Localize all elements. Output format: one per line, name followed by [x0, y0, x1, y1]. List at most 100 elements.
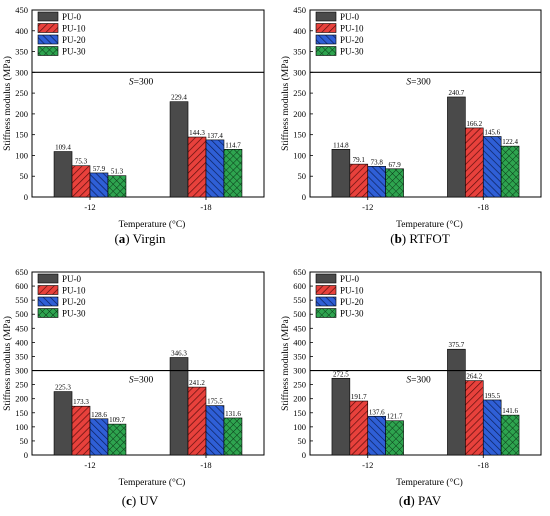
y-tick-label: 50	[20, 436, 29, 446]
bar-pu-0--18	[169, 357, 189, 456]
y-tick-label: 200	[293, 394, 306, 404]
y-tick-label: 500	[293, 309, 306, 319]
bar-pu-0--12	[53, 391, 73, 456]
legend-swatch-pu-0	[315, 273, 337, 284]
bar-value-label: 241.2	[189, 379, 205, 387]
y-tick-label: 150	[15, 130, 28, 140]
bar-value-label: 240.7	[449, 89, 465, 97]
panel-caption: (d) PAV	[399, 493, 442, 508]
bar-value-label: 109.7	[109, 416, 125, 424]
bar-pu-30--18	[500, 414, 520, 456]
legend-swatch-pu-0	[315, 11, 337, 22]
legend-label-pu-10: PU-10	[340, 24, 364, 34]
y-tick-label: 200	[293, 109, 306, 119]
x-tick-label: -12	[362, 202, 373, 212]
x-tick-label: -12	[84, 460, 95, 470]
panel-caption: (a) Virgin	[114, 231, 166, 246]
reference-line-label: S=300	[406, 77, 431, 87]
bar-value-label: 131.6	[225, 410, 241, 418]
legend-label-pu-20: PU-20	[62, 297, 86, 307]
y-axis-label: Stiffness modulus (MPa)	[2, 56, 13, 151]
bar-pu-20--12	[367, 166, 386, 198]
legend-swatch-pu-0	[37, 11, 59, 22]
bar-value-label: 114.7	[225, 141, 241, 149]
y-tick-label: 600	[293, 281, 306, 291]
bar-pu-10--18	[187, 386, 207, 456]
legend-label-pu-30: PU-30	[340, 47, 364, 57]
reference-line-label: S=300	[129, 376, 154, 386]
legend-label-pu-10: PU-10	[340, 286, 364, 296]
y-tick-label: 250	[15, 88, 28, 98]
bar-pu-0--12	[331, 148, 351, 198]
bar-pu-30--18	[500, 145, 520, 198]
legend-label-pu-20: PU-20	[340, 35, 364, 45]
y-tick-label: 300	[15, 366, 28, 376]
bar-pu-10--18	[187, 136, 207, 198]
y-tick-label: 650	[293, 267, 306, 277]
x-tick-label: -18	[200, 202, 211, 212]
y-tick-label: 100	[15, 150, 28, 160]
y-tick-label: 500	[15, 309, 28, 319]
bar-value-label: 128.6	[91, 411, 107, 419]
plot-frame	[31, 271, 265, 456]
y-tick-label: 0	[302, 450, 306, 460]
legend-label-pu-10: PU-10	[62, 24, 86, 34]
bar-value-label: 141.6	[502, 407, 518, 415]
y-tick-label: 450	[293, 5, 306, 15]
bar-value-label: 137.6	[369, 408, 385, 416]
chart-panel-d: 0 50 100 150 200 250 300 350 400 450 500 550 600 650 S…	[280, 267, 542, 508]
bar-value-label: 191.7	[351, 393, 367, 401]
y-tick-label: 100	[293, 150, 306, 160]
bar-pu-10--12	[71, 165, 91, 198]
reference-line-label: S=300	[406, 376, 431, 386]
legend-label-pu-30: PU-30	[62, 47, 86, 57]
y-tick-label: 400	[15, 26, 28, 36]
legend-swatch-pu-0	[37, 273, 59, 284]
bar-value-label: 114.8	[333, 141, 349, 149]
bar-pu-20--18	[205, 139, 225, 198]
x-tick-label: -18	[478, 460, 489, 470]
y-tick-label: 350	[15, 47, 28, 57]
bar-value-label: 175.5	[207, 398, 223, 406]
bar-value-label: 229.4	[171, 94, 187, 102]
panel-caption: (b) RTFOT	[390, 231, 450, 246]
y-tick-label: 450	[293, 323, 306, 333]
bar-value-label: 375.7	[449, 341, 465, 349]
bar-pu-30--18	[223, 149, 243, 198]
legend-swatch-pu-30	[315, 308, 337, 318]
x-axis-label: Temperature (°C)	[396, 219, 463, 230]
x-tick-label: -12	[362, 460, 373, 470]
bar-pu-30--12	[107, 423, 127, 456]
bar-pu-0--18	[447, 348, 466, 456]
bar-pu-20--18	[205, 405, 225, 456]
bar-pu-30--18	[223, 417, 243, 456]
bar-pu-10--18	[465, 127, 484, 198]
bar-value-label: 121.7	[387, 413, 403, 421]
y-tick-label: 0	[24, 450, 28, 460]
bar-pu-0--12	[331, 377, 351, 456]
bar-value-label: 75.3	[75, 158, 88, 166]
y-tick-label: 250	[293, 88, 306, 98]
panel-caption: (c) UV	[122, 493, 159, 508]
y-tick-label: 100	[15, 422, 28, 432]
legend-swatch-pu-20	[315, 34, 337, 45]
y-tick-label: 200	[15, 394, 28, 404]
legend-swatch-pu-30	[37, 308, 59, 318]
y-tick-label: 350	[15, 351, 28, 361]
y-tick-label: 350	[293, 351, 306, 361]
y-tick-label: 200	[15, 109, 28, 119]
y-axis-label: Stiffness modulus (MPa)	[280, 316, 291, 411]
bar-pu-30--12	[107, 175, 127, 198]
bar-value-label: 57.9	[93, 165, 106, 173]
bar-value-label: 109.4	[55, 144, 71, 152]
y-tick-label: 250	[293, 380, 306, 390]
legend-label-pu-30: PU-30	[62, 309, 86, 319]
bar-value-label: 73.8	[371, 158, 384, 166]
bar-pu-20--12	[89, 418, 109, 456]
bar-value-label: 137.4	[207, 132, 223, 140]
bar-pu-20--12	[367, 415, 386, 456]
y-tick-label: 550	[15, 295, 28, 305]
legend-swatch-pu-20	[315, 296, 337, 307]
y-tick-label: 50	[298, 171, 307, 181]
